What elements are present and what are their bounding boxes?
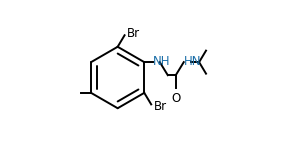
Text: Br: Br bbox=[127, 27, 140, 40]
Text: NH: NH bbox=[153, 55, 170, 68]
Text: HN: HN bbox=[184, 55, 201, 68]
Text: O: O bbox=[171, 92, 181, 105]
Text: Br: Br bbox=[154, 100, 167, 113]
